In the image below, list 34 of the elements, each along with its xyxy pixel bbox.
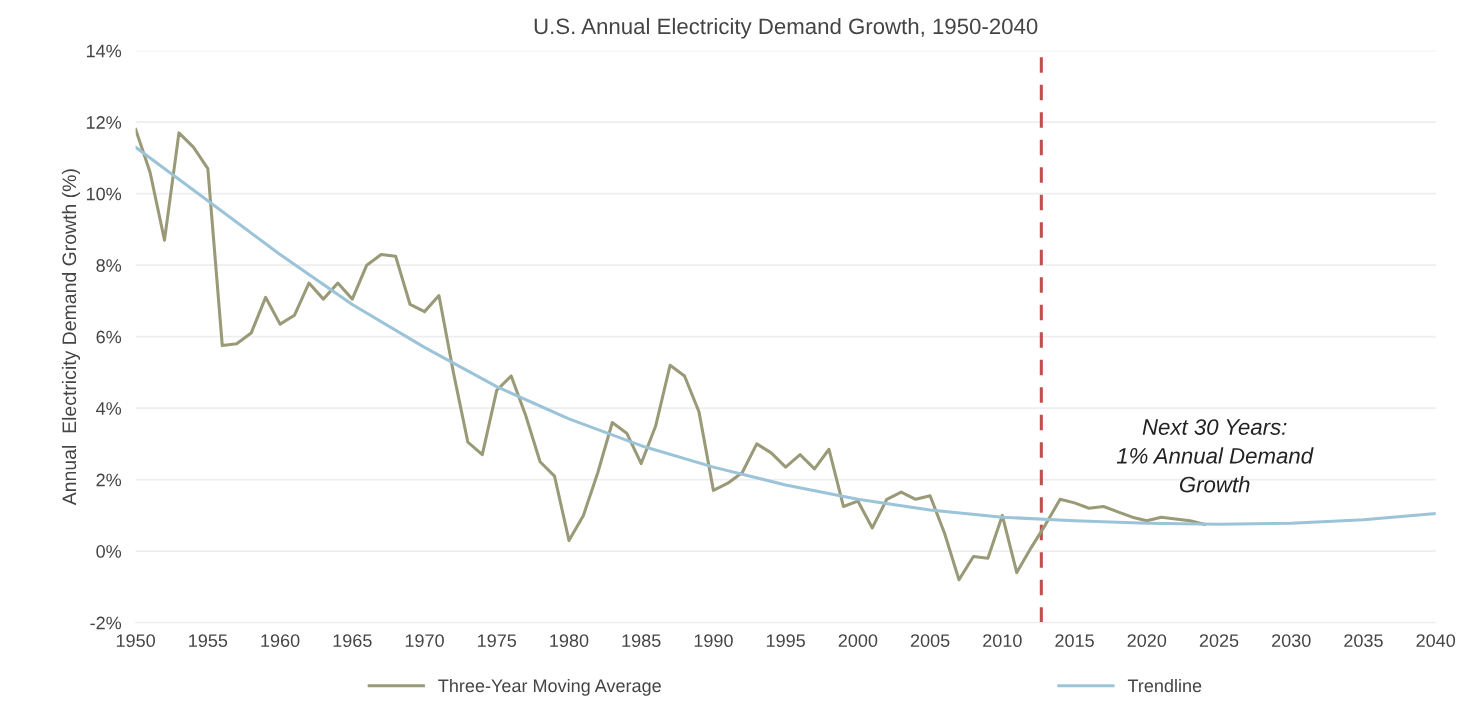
y-tick-label: 4%: [96, 402, 122, 415]
x-tick-label: 2025: [1199, 634, 1239, 648]
x-tick-label: 1970: [405, 634, 444, 648]
chart-title: U.S. Annual Electricity Demand Growth, 1950-2040: [534, 17, 1038, 39]
y-tick-label: 2%: [96, 473, 122, 487]
y-tick-label: -2%: [90, 616, 122, 630]
x-tick-label: 1995: [766, 634, 805, 648]
x-tick-label: 2015: [1055, 634, 1094, 648]
y-tick-label: 12%: [86, 116, 122, 129]
y-tick-label: 0%: [96, 545, 122, 558]
y-axis-title: Annual Electricity Demand Growth (%): [61, 169, 81, 506]
x-tick-label: 1960: [261, 634, 300, 648]
x-tick-label: 1985: [622, 634, 661, 648]
x-tick-label: 2005: [910, 634, 950, 648]
x-tick-label: 1975: [478, 634, 517, 648]
x-tick-label: 1965: [333, 634, 372, 648]
x-tick-label: 2010: [983, 634, 1022, 648]
x-tick-label: 1990: [694, 634, 733, 648]
x-tick-label: 2040: [1416, 634, 1456, 648]
x-tick-label: 1980: [550, 634, 589, 648]
legend-label: Three-Year Moving Average: [438, 678, 661, 696]
x-tick-label: 1955: [189, 634, 228, 648]
x-tick-label: 2035: [1344, 634, 1383, 648]
x-tick-label: 1950: [116, 634, 155, 648]
line-series: [135, 145, 1436, 526]
legend-label: Trendline: [1127, 678, 1202, 693]
annotation: Next 30 Years: 1% Annual Demand Growth: [1116, 419, 1314, 493]
y-tick-label: 10%: [86, 187, 122, 201]
y-tick-label: 14%: [86, 44, 122, 58]
y-tick-label: 6%: [96, 330, 122, 344]
x-tick-label: 2030: [1272, 634, 1311, 648]
x-tick-label: 2000: [838, 634, 878, 648]
x-tick-label: 2020: [1127, 634, 1167, 648]
y-tick-label: 8%: [96, 259, 122, 272]
